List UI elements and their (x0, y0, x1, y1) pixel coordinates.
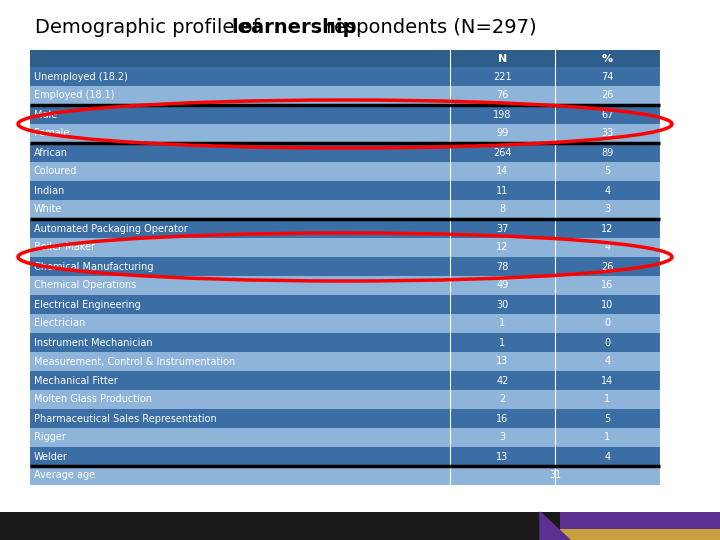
Text: 67: 67 (601, 110, 613, 119)
Text: 76: 76 (496, 91, 509, 100)
Bar (555, 50, 660, 67)
Text: 30: 30 (496, 300, 508, 309)
Text: Demographic profile of: Demographic profile of (35, 18, 266, 37)
Bar (30, 86, 660, 105)
Bar (30, 390, 660, 409)
Text: 49: 49 (496, 280, 508, 291)
Bar (30, 67, 660, 86)
Text: %: % (602, 53, 613, 64)
Bar (30, 428, 660, 447)
Text: 264: 264 (493, 147, 512, 158)
Text: 1: 1 (604, 433, 611, 442)
Text: 5: 5 (604, 166, 611, 177)
Text: 2: 2 (500, 395, 505, 404)
Text: Automated Packaging Operator: Automated Packaging Operator (34, 224, 188, 233)
Bar (30, 200, 660, 219)
Text: 198: 198 (493, 110, 512, 119)
Text: 13: 13 (496, 356, 508, 367)
Text: 14: 14 (601, 375, 613, 386)
Text: Indian: Indian (34, 186, 64, 195)
Text: 37: 37 (496, 224, 509, 233)
Text: Chemical Manufacturing: Chemical Manufacturing (34, 261, 153, 272)
Text: White: White (34, 205, 63, 214)
Bar (560, 512, 720, 529)
Text: 13: 13 (496, 451, 508, 462)
Text: 1: 1 (500, 319, 505, 328)
Text: 11: 11 (496, 186, 508, 195)
Text: Pharmaceutical Sales Representation: Pharmaceutical Sales Representation (34, 414, 217, 423)
Text: 221: 221 (493, 71, 512, 82)
Bar (30, 276, 660, 295)
Text: Chemical Operations: Chemical Operations (34, 280, 136, 291)
Text: Electrical Engineering: Electrical Engineering (34, 300, 140, 309)
Text: Mechanical Fitter: Mechanical Fitter (34, 375, 118, 386)
Text: 26: 26 (601, 91, 613, 100)
Text: 16: 16 (601, 280, 613, 291)
Text: 16: 16 (496, 414, 508, 423)
Bar (30, 162, 660, 181)
Bar (30, 143, 660, 162)
Text: 3: 3 (604, 205, 611, 214)
Text: learnership: learnership (231, 18, 356, 37)
Text: Molten Glass Production: Molten Glass Production (34, 395, 152, 404)
Text: 99: 99 (496, 129, 508, 138)
Text: 8: 8 (500, 205, 505, 214)
Text: 4: 4 (604, 451, 611, 462)
Text: Boiler Maker: Boiler Maker (34, 242, 95, 253)
Text: 89: 89 (601, 147, 613, 158)
Text: 26: 26 (601, 261, 613, 272)
Bar (30, 238, 660, 257)
Bar (30, 409, 660, 428)
Text: Unemployed (18.2): Unemployed (18.2) (34, 71, 128, 82)
Text: 42: 42 (496, 375, 509, 386)
Text: Male: Male (34, 110, 58, 119)
Bar (30, 333, 660, 352)
Bar (450, 50, 555, 67)
Text: 14: 14 (496, 166, 508, 177)
Text: 78: 78 (496, 261, 509, 272)
Text: N: N (498, 53, 507, 64)
Text: 74: 74 (601, 71, 613, 82)
Text: 12: 12 (601, 224, 613, 233)
Bar (30, 371, 660, 390)
Bar (30, 124, 660, 143)
Bar (30, 295, 660, 314)
Text: 12: 12 (496, 242, 509, 253)
Bar (30, 105, 660, 124)
Text: respondents (N=297): respondents (N=297) (320, 18, 536, 37)
Text: 4: 4 (604, 186, 611, 195)
Polygon shape (540, 512, 570, 540)
Text: Employed (18.1): Employed (18.1) (34, 91, 114, 100)
Bar (0, 512, 720, 540)
Text: Instrument Mechanician: Instrument Mechanician (34, 338, 153, 348)
Bar (30, 181, 660, 200)
Bar (30, 352, 660, 371)
Bar (30, 50, 450, 67)
Text: 10: 10 (601, 300, 613, 309)
Text: African: African (34, 147, 68, 158)
Text: Electrician: Electrician (34, 319, 85, 328)
Bar (560, 529, 720, 540)
Text: 0: 0 (604, 338, 611, 348)
Text: Rigger: Rigger (34, 433, 66, 442)
Text: Welder: Welder (34, 451, 68, 462)
Text: Measurement, Control & Instrumentation: Measurement, Control & Instrumentation (34, 356, 235, 367)
Bar (30, 219, 660, 238)
Text: 4: 4 (604, 242, 611, 253)
Bar (30, 257, 660, 276)
Text: Coloured: Coloured (34, 166, 77, 177)
Bar (30, 314, 660, 333)
Text: 31: 31 (549, 470, 561, 481)
Text: 5: 5 (604, 414, 611, 423)
Text: 33: 33 (601, 129, 613, 138)
Text: 3: 3 (500, 433, 505, 442)
Bar (30, 447, 660, 466)
Text: Average age: Average age (34, 470, 95, 481)
Text: 4: 4 (604, 356, 611, 367)
Text: 1: 1 (604, 395, 611, 404)
Text: 0: 0 (604, 319, 611, 328)
Text: 1: 1 (500, 338, 505, 348)
Bar (30, 466, 660, 485)
Text: Female: Female (34, 129, 69, 138)
